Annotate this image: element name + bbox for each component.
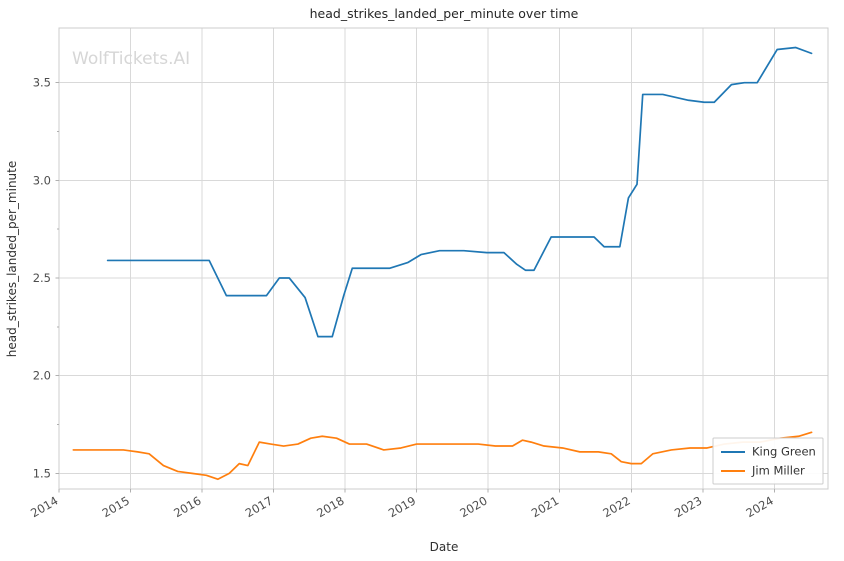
y-tick-label: 2.5 [33, 271, 51, 285]
plot-area-border [58, 27, 829, 490]
series-line-jim-miller [72, 431, 813, 481]
series-line-king-green [106, 46, 813, 338]
legend-box [712, 437, 824, 485]
y-tick-label: 3.5 [33, 76, 51, 90]
chart-legend[interactable]: King Green Jim Miller [712, 437, 824, 485]
watermark-label: WolfTickets.AI [72, 49, 190, 69]
legend-label-king-green[interactable]: King Green [752, 445, 816, 459]
y-tick-label: 2.0 [33, 369, 51, 383]
series-layer [72, 46, 813, 481]
chart-title: head_strikes_landed_per_minute over time [310, 6, 579, 21]
y-tick-label: 1.5 [33, 466, 51, 480]
plot-frame [55, 27, 829, 493]
legend-label-jim-miller[interactable]: Jim Miller [751, 464, 805, 478]
y-axis-tick-labels: 1.5 2.0 2.5 3.0 3.5 [33, 76, 51, 481]
grid-layer [58, 28, 828, 489]
x-axis-label: Date [430, 540, 459, 554]
y-axis-label: head_strikes_landed_per_minute [5, 161, 19, 358]
y-tick-label: 3.0 [33, 173, 51, 187]
